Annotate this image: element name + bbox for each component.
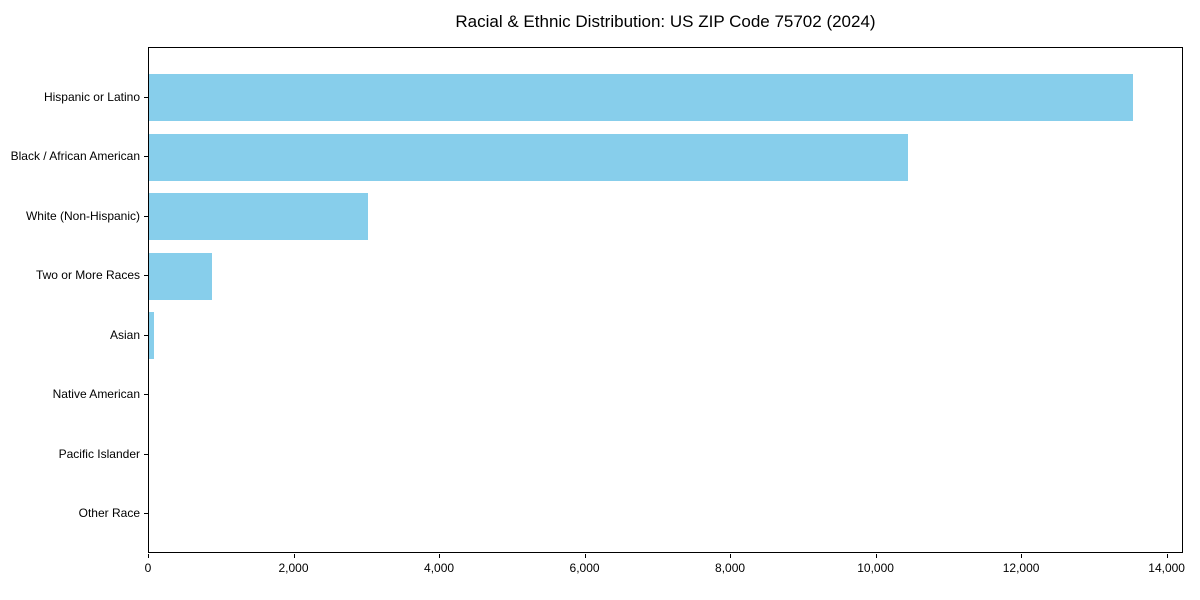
y-tick-mark <box>144 275 148 276</box>
bar-row <box>149 366 1182 426</box>
x-tick-label: 6,000 <box>569 561 600 575</box>
x-tick-mark <box>1021 554 1022 558</box>
bar-white-non-hispanic <box>149 193 369 240</box>
y-tick-mark <box>144 454 148 455</box>
y-tick-label: Black / African American <box>10 149 140 164</box>
y-tick-mark <box>144 216 148 217</box>
y-tick-label: Asian <box>109 327 140 342</box>
x-tick-mark <box>730 554 731 558</box>
x-tick-mark <box>1167 554 1168 558</box>
x-tick-label: 0 <box>144 561 152 575</box>
bar-row <box>149 485 1182 545</box>
x-tick-label: 10,000 <box>857 561 894 575</box>
x-tick-label: 4,000 <box>424 561 455 575</box>
bar-hispanic-or-latino <box>149 74 1133 121</box>
x-tick-mark <box>876 554 877 558</box>
x-tick-label: 14,000 <box>1148 561 1185 575</box>
y-tick-label: White (Non-Hispanic) <box>25 208 140 223</box>
x-tick-mark <box>294 554 295 558</box>
x-tick-label: 12,000 <box>1002 561 1040 575</box>
y-tick-mark <box>144 97 148 98</box>
bar-two-or-more-races <box>149 252 212 300</box>
bar-row <box>149 247 1182 307</box>
y-tick-mark <box>144 335 148 336</box>
bar-row <box>149 68 1182 128</box>
x-tick-mark <box>439 554 440 558</box>
bar-row <box>149 425 1182 485</box>
x-tick-label: 2,000 <box>278 561 309 575</box>
x-tick-mark <box>148 554 149 558</box>
bar-row <box>149 306 1182 366</box>
bar-black-african-american <box>149 133 908 181</box>
bar-asian <box>149 312 155 359</box>
bar-row <box>149 128 1182 188</box>
y-tick-mark <box>144 513 148 514</box>
y-tick-mark <box>144 156 148 157</box>
x-tick-label: 8,000 <box>715 561 746 575</box>
y-tick-label: Hispanic or Latino <box>43 89 140 104</box>
y-tick-label: Other Race <box>78 506 140 521</box>
y-tick-label: Native American <box>52 387 140 402</box>
x-tick-mark <box>585 554 586 558</box>
y-tick-label: Pacific Islander <box>58 446 140 461</box>
bar-row <box>149 187 1182 247</box>
y-tick-label: Two or More Races <box>35 268 140 283</box>
y-tick-mark <box>144 394 148 395</box>
chart-title: Racial & Ethnic Distribution: US ZIP Cod… <box>455 12 876 31</box>
plot-area <box>148 47 1183 553</box>
